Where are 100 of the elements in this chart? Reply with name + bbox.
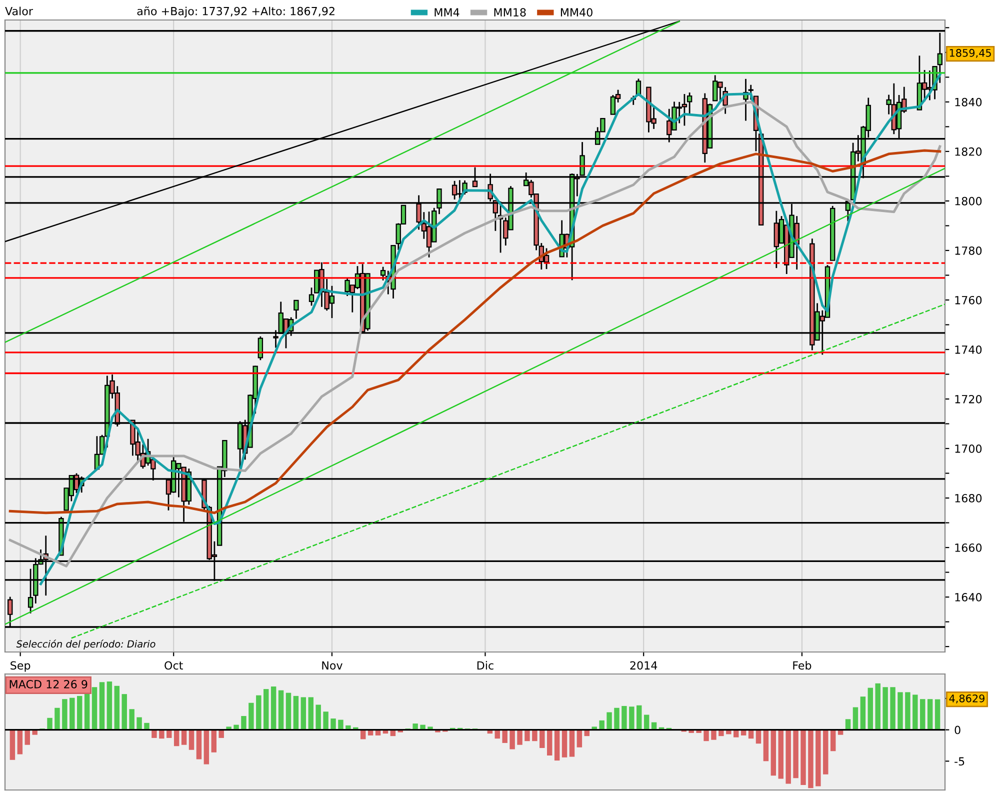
chart-title: Valor	[5, 6, 33, 16]
candlestick	[686, 92, 692, 116]
bar	[330, 718, 336, 730]
bar	[510, 730, 515, 750]
bar	[308, 697, 314, 730]
bar	[270, 686, 276, 730]
y-tick-label: 1720	[955, 394, 982, 404]
y-tick-label: 1780	[955, 246, 982, 255]
annotation: 1859,45	[950, 48, 991, 58]
bar	[136, 717, 142, 730]
bar	[606, 712, 612, 730]
bar	[174, 730, 180, 746]
bar	[860, 696, 866, 730]
bar	[524, 730, 530, 742]
text: año +Bajo: 1737,92 +Alto: 1867,92	[137, 6, 334, 18]
bar	[278, 690, 284, 730]
y-tick-label: 1760	[955, 296, 982, 304]
bar	[316, 704, 321, 730]
bar	[823, 730, 828, 774]
bar	[70, 698, 75, 730]
bar	[898, 692, 903, 730]
bar	[256, 695, 262, 730]
bar	[300, 697, 306, 730]
x-tick-label: Nov	[322, 661, 342, 670]
bar	[554, 730, 560, 761]
bar	[24, 730, 30, 745]
bar	[816, 730, 821, 786]
chart-title: MACD 12 26 9	[10, 680, 88, 688]
line-series	[8, 149, 942, 514]
bar	[793, 730, 798, 778]
bar	[122, 694, 127, 730]
bar	[808, 730, 814, 788]
y-tick-label: 1700	[955, 444, 982, 453]
bar	[905, 692, 910, 730]
bar	[196, 730, 202, 760]
annotation: 4,8629	[949, 694, 984, 704]
bar	[912, 694, 918, 730]
bar	[569, 730, 575, 757]
bar	[211, 730, 216, 752]
bar	[264, 689, 269, 730]
bar	[532, 730, 538, 742]
bar	[562, 730, 568, 758]
bar	[181, 730, 187, 745]
bar	[54, 708, 60, 730]
x-tick-label: Feb	[793, 661, 812, 670]
y-tick-label: 1800	[955, 196, 982, 206]
bar	[17, 730, 23, 754]
y-tick-label: 1680	[955, 494, 982, 502]
bar	[152, 730, 157, 738]
bar	[614, 708, 620, 730]
bar	[852, 707, 858, 730]
bar	[188, 730, 194, 750]
bar	[129, 709, 134, 730]
bar	[76, 696, 82, 730]
bar	[248, 702, 254, 730]
bar	[920, 699, 926, 730]
bar	[114, 686, 120, 730]
x-tick-label: Oct	[164, 661, 183, 670]
bar	[323, 712, 328, 730]
bar	[622, 706, 627, 730]
bar	[99, 682, 105, 730]
annotation: Selección del período: Diario	[16, 640, 156, 650]
bar	[830, 730, 836, 752]
bar	[778, 730, 784, 779]
bar	[10, 730, 16, 760]
bar	[286, 692, 292, 730]
bar	[546, 730, 552, 756]
candlestick	[380, 266, 386, 282]
y-tick-label: 1740	[955, 345, 982, 354]
bar	[540, 730, 545, 748]
bar	[293, 696, 299, 730]
x-tick-label: 2014	[630, 661, 658, 670]
bar	[711, 730, 716, 740]
x-tick-label: Sep	[10, 661, 30, 672]
bar	[786, 730, 791, 784]
bar	[890, 687, 896, 730]
bar	[629, 706, 634, 730]
bar	[875, 683, 880, 730]
candlestick	[294, 300, 299, 320]
y-tick-label: 1840	[955, 98, 982, 106]
legend-label: MM4	[434, 8, 460, 16]
bar	[106, 682, 112, 730]
bar	[62, 699, 68, 730]
bar	[92, 687, 98, 730]
bar	[763, 730, 769, 762]
x-tick-label: Dic	[477, 661, 494, 670]
y-tick-label: 1660	[955, 544, 982, 552]
bar	[241, 716, 246, 730]
y-tick-label: 1640	[955, 593, 982, 602]
bar	[934, 699, 940, 730]
bar	[868, 688, 874, 730]
candlestick	[308, 286, 314, 306]
bar	[770, 730, 776, 776]
bar	[800, 730, 806, 785]
bar	[517, 730, 522, 745]
bar	[218, 730, 224, 738]
bar	[204, 730, 210, 764]
y-tick-label: -5	[954, 757, 964, 766]
bar	[576, 730, 582, 748]
legend-label: MM40	[560, 8, 592, 17]
